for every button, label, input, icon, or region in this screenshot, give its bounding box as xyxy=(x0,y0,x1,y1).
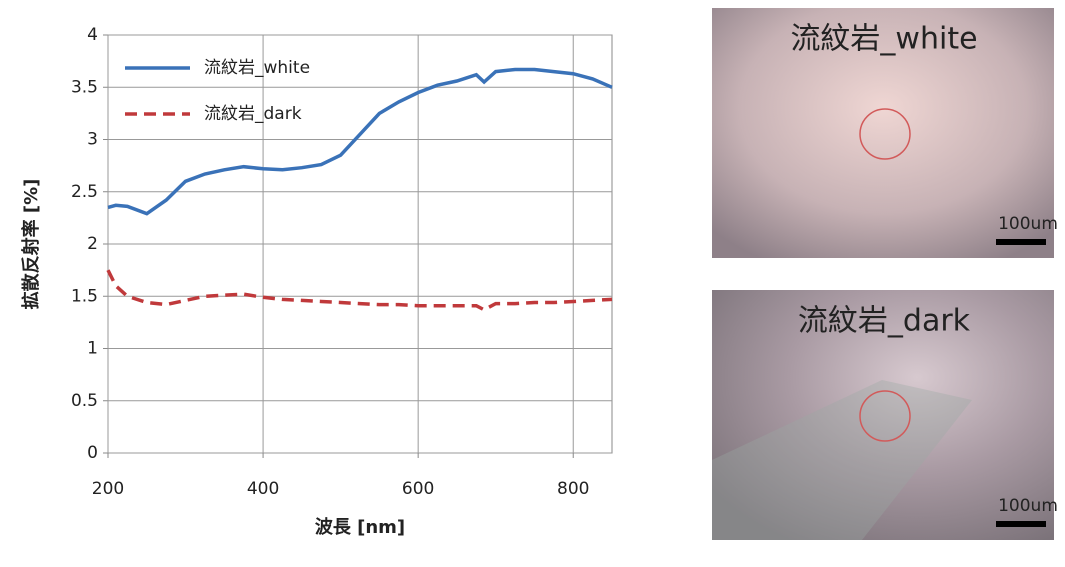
x-tick-label: 800 xyxy=(557,479,589,499)
photo-label: 流紋岩_dark xyxy=(798,304,971,339)
x-tick-label: 600 xyxy=(402,479,434,499)
photo-label: 流紋岩_white xyxy=(790,22,977,57)
y-tick-label: 3 xyxy=(87,130,98,150)
y-tick-label: 2.5 xyxy=(71,182,98,202)
scale-bar xyxy=(996,521,1046,527)
y-axis-label: 拡散反射率 [%] xyxy=(20,179,42,310)
y-tick-label: 0.5 xyxy=(71,391,98,411)
measure-spot xyxy=(859,390,911,442)
y-tick-label: 3.5 xyxy=(71,77,98,97)
y-tick-label: 4 xyxy=(87,25,98,45)
y-tick-label: 1.5 xyxy=(71,286,98,306)
legend-label: 流紋岩_white xyxy=(204,58,310,78)
legend-label: 流紋岩_dark xyxy=(204,104,302,124)
measure-spot xyxy=(859,108,911,160)
photo-texture xyxy=(712,380,972,540)
y-tick-label: 0 xyxy=(87,443,98,463)
scale-label: 100um xyxy=(998,214,1058,234)
y-tick-label: 1 xyxy=(87,339,98,359)
data-line xyxy=(106,269,613,312)
y-tick-label: 2 xyxy=(87,234,98,254)
x-axis-label: 波長 [nm] xyxy=(315,516,405,538)
x-tick-label: 400 xyxy=(247,479,279,499)
x-tick-label: 200 xyxy=(92,479,124,499)
scale-label: 100um xyxy=(998,496,1058,516)
data-line xyxy=(107,67,613,216)
scale-bar xyxy=(996,239,1046,245)
photo xyxy=(712,290,1054,540)
photo xyxy=(712,8,1054,258)
